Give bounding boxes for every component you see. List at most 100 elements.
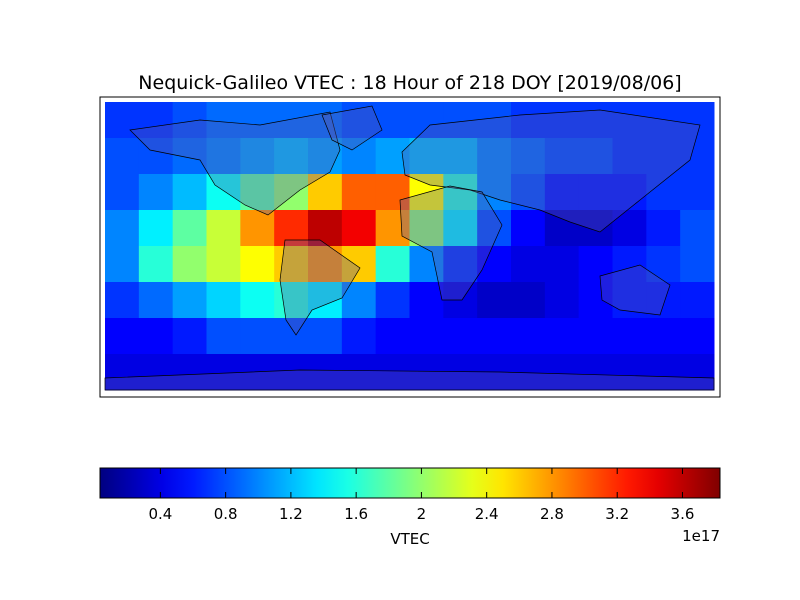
heat-cell: [578, 246, 613, 283]
heat-cell: [375, 246, 410, 283]
heat-cell: [409, 354, 444, 391]
heat-cell: [375, 282, 410, 319]
heat-cell: [443, 174, 478, 211]
heat-cell: [240, 246, 275, 283]
heat-cell: [477, 246, 512, 283]
heat-cell: [341, 318, 377, 355]
heat-cell: [172, 246, 207, 283]
heat-cell: [308, 210, 343, 247]
heat-cell: [138, 102, 174, 139]
heat-cell: [680, 282, 715, 319]
heat-cell: [172, 138, 207, 175]
heat-cell: [172, 318, 207, 355]
heat-cell: [206, 246, 241, 283]
heat-cell: [511, 246, 546, 283]
colorbar-tick-label: 2.4: [475, 505, 499, 523]
colorbar-tick-label: 1.2: [279, 505, 303, 523]
heat-cell: [240, 174, 275, 211]
heat-cell: [172, 282, 207, 319]
heat-cell: [612, 318, 647, 355]
map-frame: [99, 96, 721, 398]
heat-cell: [680, 210, 715, 247]
colorbar-tick-label: 3.6: [671, 505, 695, 523]
heat-cell: [240, 318, 275, 355]
colorbar: [99, 467, 721, 499]
heat-cell: [544, 282, 580, 319]
heat-cell: [172, 174, 207, 211]
heat-cell: [511, 102, 546, 139]
heat-cell: [375, 318, 410, 355]
colorbar-tick-label: 0.4: [148, 505, 172, 523]
heat-cell: [105, 210, 140, 247]
heat-cell: [206, 102, 241, 139]
heat-cell: [341, 210, 377, 247]
heatmap: [105, 102, 715, 391]
heat-cell: [240, 102, 275, 139]
heat-cell: [409, 102, 444, 139]
continents: [104, 105, 715, 391]
heat-cell: [612, 246, 647, 283]
heat-cell: [578, 210, 613, 247]
heat-cell: [544, 318, 580, 355]
heat-cell: [138, 318, 174, 355]
heat-cell: [172, 354, 207, 391]
heat-cell: [274, 354, 309, 391]
heat-cell: [578, 354, 613, 391]
heat-cell: [578, 282, 613, 319]
heat-cell: [308, 354, 343, 391]
heat-cell: [409, 246, 444, 283]
heat-cell: [646, 138, 681, 175]
heat-cell: [443, 318, 478, 355]
heat-cell: [680, 318, 715, 355]
heat-cell: [578, 318, 613, 355]
heat-cell: [646, 318, 681, 355]
heat-cell: [375, 354, 410, 391]
south-america: [279, 239, 361, 336]
heat-cell: [646, 210, 681, 247]
colorbar-tick-label: 1.6: [344, 505, 368, 523]
heat-cell: [646, 102, 681, 139]
heat-cell: [612, 102, 647, 139]
heat-cell: [443, 246, 478, 283]
heat-cell: [341, 138, 377, 175]
heat-cell: [544, 102, 580, 139]
heat-cell: [511, 282, 546, 319]
heat-cell: [274, 210, 309, 247]
heat-cell: [477, 102, 512, 139]
heat-cell: [544, 210, 580, 247]
heat-cell: [680, 174, 715, 211]
heat-cell: [105, 354, 140, 391]
heat-cell: [646, 246, 681, 283]
heat-cell: [680, 354, 715, 391]
heat-cell: [511, 138, 546, 175]
heat-cell: [409, 318, 444, 355]
heat-cell: [375, 174, 410, 211]
heat-cell: [409, 210, 444, 247]
heat-cell: [105, 246, 140, 283]
heat-cell: [477, 282, 512, 319]
heat-cell: [274, 246, 309, 283]
heat-cell: [341, 246, 377, 283]
heat-cell: [274, 138, 309, 175]
title: Nequick-Galileo VTEC : 18 Hour of 218 DO…: [138, 72, 681, 94]
heat-cell: [409, 282, 444, 319]
heat-cell: [375, 210, 410, 247]
colorbar-offset: 1e17: [682, 527, 720, 545]
colorbar-tick-label: 3.2: [605, 505, 629, 523]
heat-cell: [612, 210, 647, 247]
heat-cell: [477, 174, 512, 211]
heat-cell: [274, 282, 309, 319]
heat-cell: [511, 318, 546, 355]
heat-cell: [680, 246, 715, 283]
heat-cell: [274, 102, 309, 139]
heat-cell: [308, 102, 343, 139]
heat-cell: [105, 138, 140, 175]
heat-cell: [511, 210, 546, 247]
heat-cell: [578, 138, 613, 175]
colorbar-ticks: 0.4 0.8 1.2 1.6 2 2.4 2.8 3.2 3.6: [148, 468, 694, 523]
heat-cell: [680, 102, 715, 139]
heat-cell: [240, 210, 275, 247]
heat-cell: [308, 174, 343, 211]
australia: [599, 264, 671, 316]
